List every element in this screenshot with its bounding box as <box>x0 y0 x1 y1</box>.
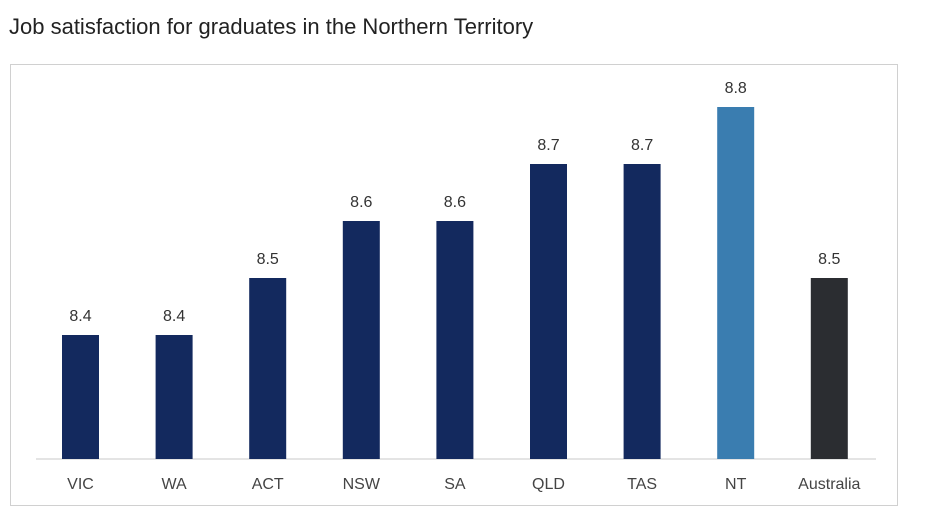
bar-wa <box>155 335 193 459</box>
tick-label-wa: WA <box>162 476 188 493</box>
bar-australia <box>810 278 848 459</box>
data-label-tas: 8.7 <box>631 137 653 154</box>
chart-title: Job satisfaction for graduates in the No… <box>9 14 534 39</box>
bar-labels-group: 8.4 8.4 8.5 8.6 8.6 8.7 8.7 8.8 8.5 <box>69 80 840 325</box>
bar-qld <box>530 164 567 459</box>
bar-nt <box>717 107 755 459</box>
data-label-qld: 8.7 <box>537 137 559 154</box>
bar-vic <box>62 335 99 459</box>
data-label-act: 8.5 <box>257 251 279 268</box>
bar-tas <box>623 164 661 459</box>
data-label-sa: 8.6 <box>444 194 466 211</box>
bars-group <box>62 107 848 459</box>
tick-label-nt: NT <box>725 476 747 493</box>
tick-label-tas: TAS <box>627 476 657 493</box>
bar-act <box>249 278 287 459</box>
data-label-nsw: 8.6 <box>350 194 372 211</box>
tick-label-australia: Australia <box>798 476 860 493</box>
tick-label-nsw: NSW <box>343 476 381 493</box>
data-label-australia: 8.5 <box>818 251 840 268</box>
data-label-nt: 8.8 <box>725 80 747 97</box>
tick-label-sa: SA <box>444 476 466 493</box>
data-label-vic: 8.4 <box>69 308 91 325</box>
bar-nsw <box>342 221 380 459</box>
tick-label-qld: QLD <box>532 476 565 493</box>
tick-labels-group: VIC WA ACT NSW SA QLD TAS NT Australia <box>67 476 860 493</box>
data-label-wa: 8.4 <box>163 308 185 325</box>
tick-label-vic: VIC <box>67 476 94 493</box>
tick-label-act: ACT <box>252 476 284 493</box>
bar-sa <box>436 221 474 459</box>
